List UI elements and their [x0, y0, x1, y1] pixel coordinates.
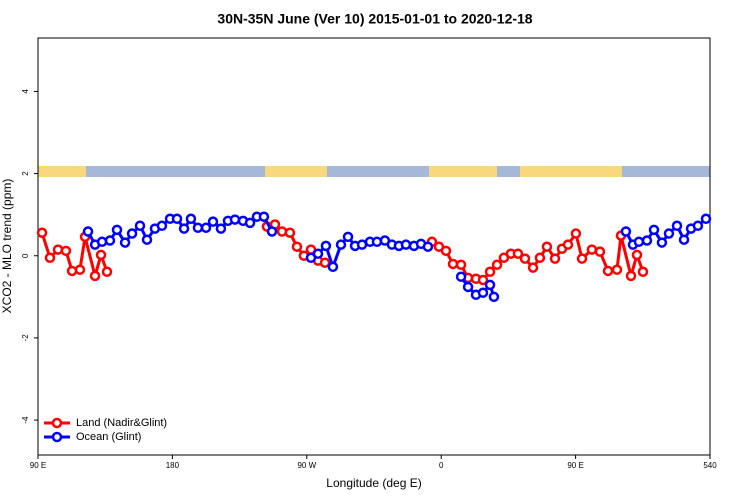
point	[641, 235, 653, 246]
y-tick-label: -4	[21, 416, 30, 424]
point	[141, 234, 153, 245]
point	[484, 266, 496, 278]
point	[60, 245, 72, 257]
point	[312, 248, 324, 259]
point	[637, 266, 649, 278]
point	[44, 252, 56, 264]
point	[602, 265, 614, 277]
y-tick-label: -2	[21, 334, 30, 342]
point	[491, 259, 503, 271]
point	[700, 213, 712, 225]
point	[111, 224, 123, 236]
x-tick-label: 90 E	[30, 461, 46, 470]
point	[244, 217, 256, 229]
point	[95, 249, 107, 261]
point	[119, 237, 131, 248]
point	[477, 274, 489, 286]
point	[126, 228, 138, 239]
y-tick-label: 2	[21, 171, 30, 176]
point	[400, 239, 412, 250]
point	[178, 223, 190, 234]
point	[371, 236, 383, 248]
point	[541, 241, 553, 252]
chart-title: 30N-35N June (Ver 10) 2015-01-01 to 2020…	[217, 11, 532, 27]
point	[291, 241, 303, 252]
point	[258, 211, 270, 222]
point	[36, 227, 48, 238]
point	[319, 257, 331, 268]
point	[484, 279, 496, 291]
point	[192, 222, 204, 234]
point	[477, 287, 489, 298]
point	[455, 259, 467, 271]
point	[156, 220, 168, 232]
point	[488, 291, 500, 303]
point	[455, 271, 467, 282]
point	[215, 223, 227, 234]
point	[678, 234, 690, 245]
point	[335, 239, 347, 250]
x-tick-label: 90 E	[567, 461, 583, 470]
point	[74, 264, 86, 275]
legend-marker	[51, 431, 63, 443]
point	[512, 248, 524, 259]
y-tick-label: 0	[21, 253, 30, 258]
point	[207, 216, 219, 227]
point	[671, 220, 683, 232]
point	[104, 235, 116, 246]
y-axis-label: XCO2 - MLO trend (ppm)	[0, 179, 14, 314]
point	[185, 213, 197, 225]
point	[101, 266, 113, 278]
x-tick-label: 540	[703, 461, 717, 470]
point	[266, 226, 278, 237]
point	[656, 237, 668, 248]
point	[66, 265, 78, 277]
x-tick-label: 90 W	[297, 461, 316, 470]
point	[519, 253, 531, 264]
point	[89, 270, 101, 282]
point	[82, 226, 94, 237]
point	[229, 214, 241, 225]
x-axis-label: Longitude (deg E)	[326, 476, 421, 490]
point	[447, 258, 459, 270]
land-ocean-strip	[38, 166, 710, 177]
point	[594, 246, 606, 257]
x-tick-label: 0	[439, 461, 444, 470]
point	[134, 220, 146, 232]
point	[200, 222, 212, 234]
point	[611, 264, 623, 275]
y-tick-label: 4	[21, 89, 30, 94]
point	[586, 244, 598, 255]
point	[625, 270, 637, 282]
point	[342, 231, 354, 243]
point	[620, 226, 632, 237]
point	[562, 239, 574, 250]
point	[648, 224, 660, 236]
point	[327, 261, 339, 273]
point	[284, 227, 296, 238]
point	[276, 226, 288, 237]
point	[549, 253, 561, 264]
point	[96, 236, 108, 248]
legend-label: Ocean (Glint)	[76, 431, 141, 443]
point	[527, 262, 539, 273]
point	[633, 236, 645, 248]
legend-label: Land (Nadir&Glint)	[76, 417, 167, 429]
x-tick-label: 180	[166, 461, 180, 470]
point	[576, 253, 588, 264]
point	[534, 252, 546, 264]
point	[570, 228, 582, 239]
point	[462, 281, 474, 293]
point	[663, 228, 675, 239]
point	[440, 245, 452, 257]
point	[52, 244, 64, 255]
point	[692, 220, 704, 232]
point	[422, 241, 434, 252]
point	[320, 240, 332, 252]
legend-marker	[51, 417, 63, 429]
plot-frame	[37, 37, 711, 456]
point	[171, 213, 183, 225]
point	[631, 249, 643, 261]
